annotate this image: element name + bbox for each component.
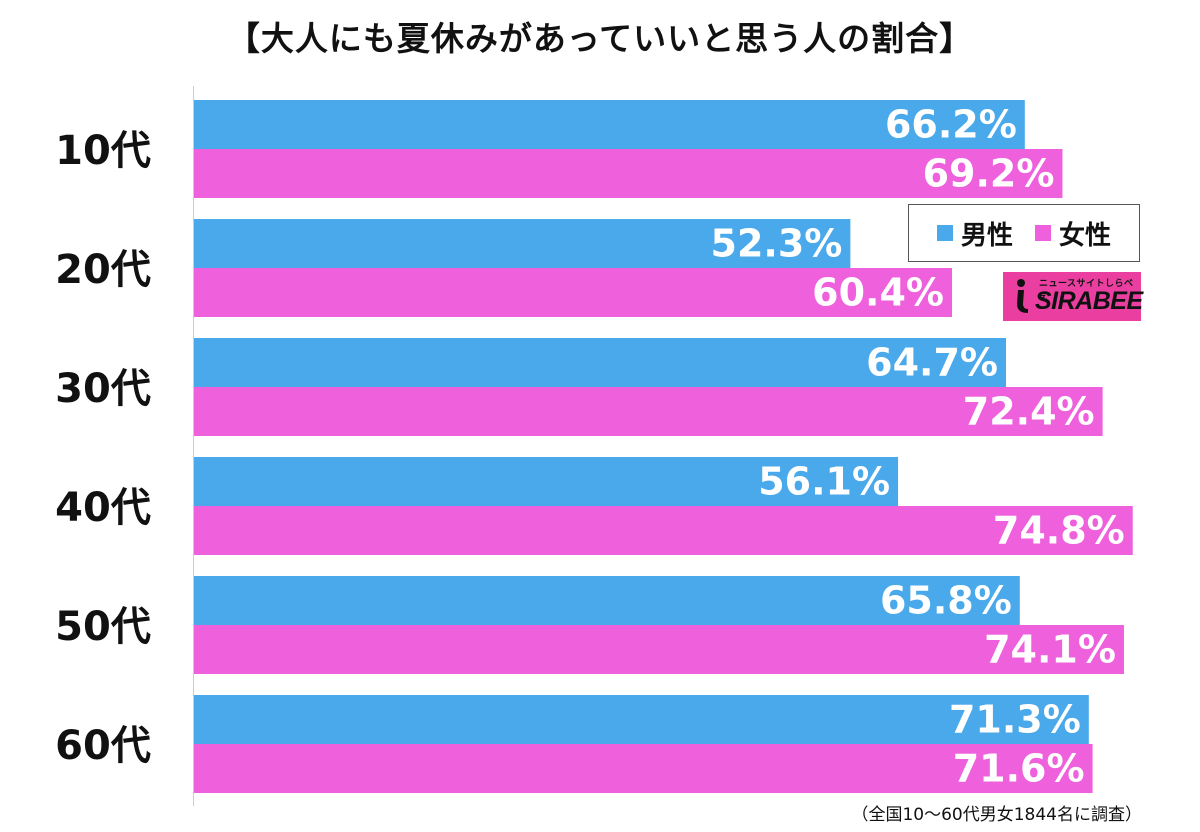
legend-label-female: 女性 [1059,220,1112,251]
bar-female [194,625,1124,674]
legend-item-female: 女性 [1035,215,1111,252]
bar-female [194,149,1063,198]
bar-male [194,695,1089,744]
data-label: 66.2% [885,103,1017,147]
bar-male [194,576,1020,625]
bar-male [194,219,851,268]
data-label: 69.2% [923,152,1055,196]
bar-male [194,338,1006,387]
legend-swatch-female [1035,225,1051,241]
sirabee-logo: ニュースサイトしらべぇ SIRABEE [1003,272,1143,321]
data-label: 74.8% [993,509,1125,553]
category-label: 50代 [55,604,151,650]
sirabee-mark-icon [1017,279,1028,313]
category-label: 60代 [55,723,151,769]
bar-female [194,744,1093,793]
bar-male [194,457,899,506]
logo-subtitle: ニュースサイトしらべぇ [1039,278,1134,301]
bar-male [194,100,1025,149]
data-label: 56.1% [758,460,890,504]
data-label: 52.3% [711,222,843,266]
bar-female [194,506,1133,555]
legend-item-male: 男性 [936,215,1013,252]
bar-female [194,387,1103,436]
legend-swatch-male [936,225,953,241]
legend-label-male: 男性 [960,220,1013,251]
data-label: 64.7% [866,341,998,385]
data-label: 60.4% [812,271,944,315]
bar-female [194,268,953,317]
data-label: 72.4% [963,390,1095,434]
chart-title: 【大人にも夏休みがあっていいと思う人の割合】 [226,19,974,58]
data-label: 74.1% [984,628,1116,672]
legend: 男性 女性 [908,204,1140,262]
category-label: 30代 [55,366,151,412]
category-label: 40代 [55,485,151,531]
survey-note: （全国10〜60代男女1844名に調査） [851,805,1142,825]
category-label: 10代 [55,128,151,174]
data-label: 71.6% [953,747,1085,791]
category-label: 20代 [55,247,151,293]
logo-name: SIRABEE [1035,287,1143,315]
data-label: 71.3% [949,698,1081,742]
data-label: 65.8% [880,579,1012,623]
